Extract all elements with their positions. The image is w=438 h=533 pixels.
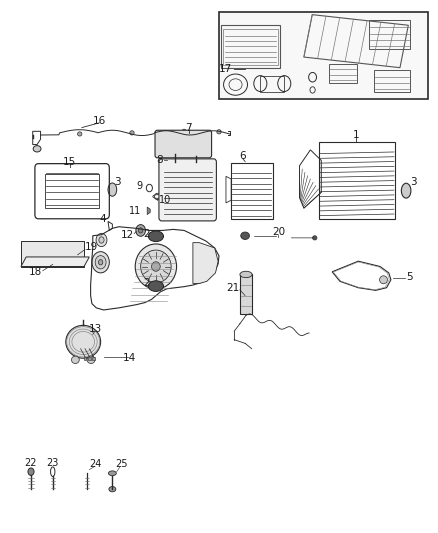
Ellipse shape xyxy=(95,256,106,269)
Text: 19: 19 xyxy=(85,243,98,253)
Bar xyxy=(159,136,177,152)
FancyBboxPatch shape xyxy=(159,159,216,221)
Bar xyxy=(221,25,280,68)
Bar xyxy=(369,20,410,49)
Ellipse shape xyxy=(135,244,177,289)
Ellipse shape xyxy=(136,224,145,236)
Text: 17: 17 xyxy=(219,64,232,74)
Text: 20: 20 xyxy=(272,227,286,237)
FancyBboxPatch shape xyxy=(155,130,212,158)
Ellipse shape xyxy=(380,276,388,284)
Text: 11: 11 xyxy=(129,206,141,216)
Text: 23: 23 xyxy=(46,458,59,467)
Text: 5: 5 xyxy=(406,272,413,282)
Bar xyxy=(45,174,99,208)
Ellipse shape xyxy=(313,236,317,240)
Bar xyxy=(374,70,410,92)
Ellipse shape xyxy=(109,487,116,492)
Ellipse shape xyxy=(152,262,160,271)
Ellipse shape xyxy=(152,284,159,289)
Bar xyxy=(319,142,395,219)
Polygon shape xyxy=(147,207,150,215)
Polygon shape xyxy=(84,357,86,360)
Text: 22: 22 xyxy=(25,458,37,467)
Bar xyxy=(219,12,428,100)
Bar xyxy=(21,241,84,266)
Ellipse shape xyxy=(141,250,171,283)
Ellipse shape xyxy=(66,325,101,358)
Ellipse shape xyxy=(87,356,95,364)
Text: 3: 3 xyxy=(114,176,120,187)
Ellipse shape xyxy=(217,130,221,134)
Polygon shape xyxy=(21,257,89,266)
Text: 2: 2 xyxy=(144,229,150,239)
Text: 21: 21 xyxy=(226,282,240,293)
Text: 13: 13 xyxy=(88,324,102,334)
Polygon shape xyxy=(193,243,218,284)
Text: 12: 12 xyxy=(121,230,134,240)
Ellipse shape xyxy=(180,139,187,150)
Ellipse shape xyxy=(241,232,250,239)
Text: 9: 9 xyxy=(137,181,143,191)
Text: 18: 18 xyxy=(28,267,42,277)
Bar xyxy=(240,274,252,314)
Ellipse shape xyxy=(28,468,34,475)
Text: 10: 10 xyxy=(159,195,171,205)
Ellipse shape xyxy=(92,252,110,273)
Text: 2: 2 xyxy=(144,278,150,288)
Ellipse shape xyxy=(138,228,143,233)
Text: 7: 7 xyxy=(185,123,192,133)
Ellipse shape xyxy=(240,271,252,278)
Ellipse shape xyxy=(71,356,79,364)
Ellipse shape xyxy=(78,132,82,136)
Ellipse shape xyxy=(99,237,104,243)
Bar xyxy=(329,64,357,83)
Ellipse shape xyxy=(33,146,41,152)
Bar xyxy=(231,163,272,219)
Text: 4: 4 xyxy=(99,214,106,224)
Text: 16: 16 xyxy=(93,116,106,126)
Ellipse shape xyxy=(148,231,163,241)
Text: 24: 24 xyxy=(90,459,102,469)
Ellipse shape xyxy=(96,233,107,247)
Polygon shape xyxy=(92,357,95,360)
Ellipse shape xyxy=(148,281,163,292)
Ellipse shape xyxy=(130,131,134,135)
Ellipse shape xyxy=(109,471,116,475)
Ellipse shape xyxy=(182,129,186,133)
Bar xyxy=(223,29,278,65)
Text: 8: 8 xyxy=(156,156,162,165)
Text: 25: 25 xyxy=(115,459,127,469)
Ellipse shape xyxy=(99,260,103,265)
Bar xyxy=(260,76,284,92)
Text: 14: 14 xyxy=(123,353,136,362)
Ellipse shape xyxy=(108,183,117,196)
Text: 15: 15 xyxy=(63,157,76,166)
Polygon shape xyxy=(88,357,91,360)
Ellipse shape xyxy=(152,233,159,239)
Bar xyxy=(181,136,205,152)
Text: 3: 3 xyxy=(410,176,417,187)
Text: 1: 1 xyxy=(353,130,360,140)
Ellipse shape xyxy=(401,183,411,198)
Text: 6: 6 xyxy=(240,151,246,161)
